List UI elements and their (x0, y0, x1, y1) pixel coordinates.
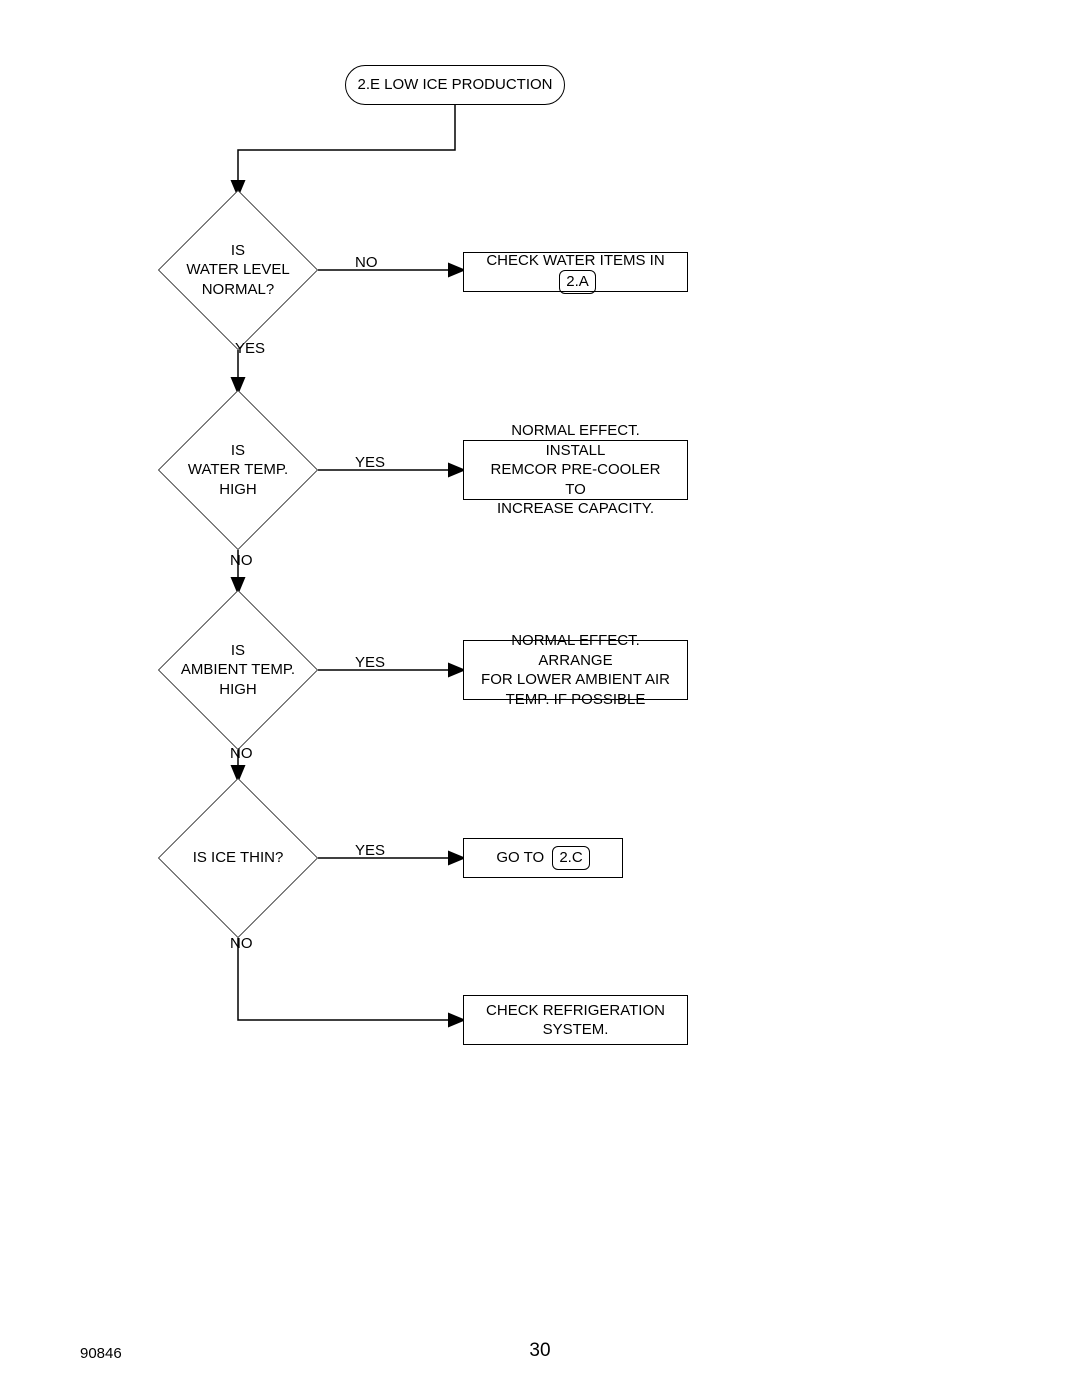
process-check-water: CHECK WATER ITEMS IN 2.A (463, 252, 688, 292)
dec-line: IS ICE THIN? (193, 849, 284, 866)
proc-line: NORMAL EFFECT. INSTALL (511, 422, 640, 459)
edge-label: NO (230, 745, 253, 762)
edge-label: YES (355, 654, 385, 671)
reference-box: 2.C (552, 846, 589, 870)
dec-line: IS (231, 242, 245, 259)
process-text: CHECK WATER ITEMS IN 2.A (480, 251, 671, 294)
reference-box: 2.A (559, 270, 596, 294)
process-text: NORMAL EFFECT. INSTALL REMCOR PRE-COOLER… (480, 421, 671, 519)
decision-text: IS WATER LEVEL NORMAL? (176, 231, 299, 310)
decision-ambient-temp: IS AMBIENT TEMP. HIGH (158, 590, 318, 750)
edge-label: NO (230, 935, 253, 952)
decision-text: IS WATER TEMP. HIGH (178, 431, 298, 510)
proc-line: SYSTEM. (543, 1021, 609, 1038)
process-text: NORMAL EFFECT. ARRANGE FOR LOWER AMBIENT… (480, 631, 671, 709)
proc-line: REMCOR PRE-COOLER TO (490, 461, 660, 498)
proc-line: FOR LOWER AMBIENT AIR (481, 671, 670, 688)
proc-line: INCREASE CAPACITY. (497, 500, 654, 517)
decision-text: IS ICE THIN? (183, 838, 294, 878)
footer-doc-number: 90846 (80, 1345, 122, 1362)
footer-page-number: 30 (529, 1340, 550, 1362)
flowchart-container: 2.E LOW ICE PRODUCTION IS WATER LEVEL NO… (0, 0, 1080, 1397)
process-check-refrigeration: CHECK REFRIGERATION SYSTEM. (463, 995, 688, 1045)
start-label: 2.E LOW ICE PRODUCTION (357, 75, 552, 95)
proc-line: CHECK REFRIGERATION (486, 1002, 665, 1019)
proc-line: TEMP. IF POSSIBLE (506, 691, 646, 708)
dec-line: IS (231, 642, 245, 659)
process-goto-2c: GO TO 2.C (463, 838, 623, 878)
edge-label: NO (230, 552, 253, 569)
proc-label: CHECK WATER ITEMS IN (486, 252, 664, 269)
dec-line: IS (231, 442, 245, 459)
proc-label: GO TO (496, 849, 544, 866)
dec-line: NORMAL? (202, 281, 275, 298)
dec-line: HIGH (219, 481, 257, 498)
decision-water-level: IS WATER LEVEL NORMAL? (158, 190, 318, 350)
decision-water-temp: IS WATER TEMP. HIGH (158, 390, 318, 550)
edge-label: YES (355, 842, 385, 859)
process-ambient-air: NORMAL EFFECT. ARRANGE FOR LOWER AMBIENT… (463, 640, 688, 700)
dec-line: AMBIENT TEMP. (181, 661, 295, 678)
process-precooler: NORMAL EFFECT. INSTALL REMCOR PRE-COOLER… (463, 440, 688, 500)
dec-line: WATER TEMP. (188, 461, 288, 478)
process-text: CHECK REFRIGERATION SYSTEM. (486, 1001, 665, 1040)
edge-label: YES (235, 340, 265, 357)
decision-ice-thin: IS ICE THIN? (158, 778, 318, 938)
proc-line: NORMAL EFFECT. ARRANGE (511, 632, 640, 669)
dec-line: WATER LEVEL (186, 261, 289, 278)
process-text: GO TO 2.C (496, 846, 589, 870)
start-node: 2.E LOW ICE PRODUCTION (345, 65, 565, 105)
edge-label: YES (355, 454, 385, 471)
dec-line: HIGH (219, 681, 257, 698)
edge-label: NO (355, 254, 378, 271)
decision-text: IS AMBIENT TEMP. HIGH (171, 631, 305, 710)
